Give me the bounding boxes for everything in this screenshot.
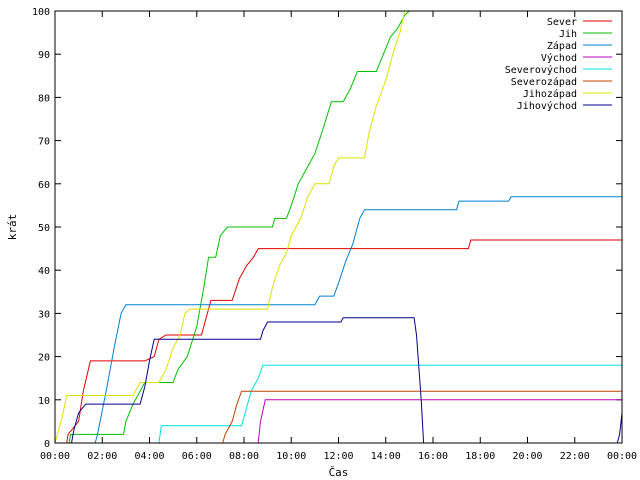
y-tick-label: 60 [38, 180, 50, 191]
legend: SeverJihZápadVýchodSeverovýchodSeverozáp… [505, 17, 612, 112]
x-tick-label: 04:00 [134, 451, 164, 462]
series-line-7 [55, 11, 406, 443]
series-line-4 [257, 399, 622, 443]
y-tick-label: 40 [38, 266, 50, 277]
x-tick-label: 06:00 [182, 451, 212, 462]
x-tick-label: 08:00 [229, 451, 259, 462]
x-tick-label: 16:00 [418, 451, 448, 462]
series-line-2 [68, 11, 410, 443]
series-line-8 [71, 317, 622, 443]
x-tick-label: 22:00 [560, 451, 590, 462]
series-line-5 [158, 364, 622, 443]
x-tick-label: 20:00 [512, 451, 542, 462]
legend-label: Severozápad [511, 76, 577, 88]
x-tick-label: 10:00 [276, 451, 306, 462]
y-tick-label: 30 [38, 309, 50, 320]
x-tick-label: 18:00 [465, 451, 495, 462]
legend-label: Jihovýchod [517, 100, 577, 112]
legend-label: Východ [541, 52, 577, 64]
series-line-3 [94, 196, 622, 443]
y-tick-label: 100 [32, 7, 50, 18]
x-tick-label: 12:00 [323, 451, 353, 462]
legend-label: Sever [547, 17, 577, 28]
plot-frame [54, 10, 623, 444]
series-line-1 [66, 239, 622, 443]
y-tick-label: 10 [38, 396, 50, 407]
y-tick-label: 0 [44, 439, 50, 450]
legend-label: Severovýchod [505, 64, 577, 76]
legend-label: Západ [547, 40, 577, 52]
x-axis-title: Čas [329, 466, 349, 479]
y-tick-label: 90 [38, 50, 50, 61]
x-tick-label: 02:00 [87, 451, 117, 462]
legend-label: Jih [559, 29, 577, 40]
y-tick-label: 50 [38, 223, 50, 234]
y-axis-title: krát [6, 214, 19, 241]
x-tick-label: 00:00 [40, 451, 70, 462]
y-tick-label: 80 [38, 93, 50, 104]
legend-label: Jihozápad [523, 88, 577, 100]
y-tick-label: 70 [38, 137, 50, 148]
series-line-6 [222, 390, 622, 443]
x-tick-label: 00:00 [607, 451, 637, 462]
series-layer [55, 11, 622, 443]
x-tick-label: 14:00 [371, 451, 401, 462]
ticks-layer: 00:00 02:00 04:00 06:00 08:00 10:00 12:00 14:00… [32, 7, 637, 462]
y-tick-label: 20 [38, 353, 50, 364]
